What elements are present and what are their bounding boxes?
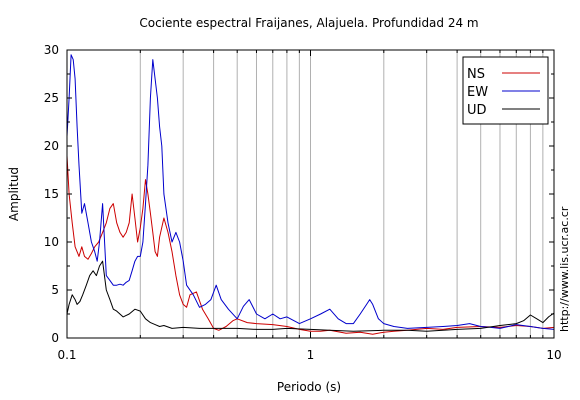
- legend-label-ew: EW: [467, 85, 488, 100]
- x-axis-label: Periodo (s): [277, 380, 341, 394]
- y-tick-label: 20: [44, 139, 59, 153]
- y-tick-label: 25: [44, 91, 59, 105]
- series-line-ud: [66, 260, 555, 332]
- y-tick-label: 15: [44, 187, 59, 201]
- grid-lines: [139, 50, 544, 338]
- y-axis-ticks: 0 5 10 15 20 25 30: [44, 43, 554, 345]
- y-tick-label: 10: [44, 235, 59, 249]
- series-lines: [66, 54, 555, 335]
- x-tick-label: 1: [307, 348, 315, 362]
- legend-label-ud: UD: [467, 103, 487, 118]
- legend: NS EW UD: [462, 56, 549, 125]
- x-tick-label: 0.1: [57, 348, 76, 362]
- series-line-ew: [66, 54, 555, 330]
- watermark-url: http://www.lis.ucr.ac.cr: [558, 206, 571, 332]
- y-tick-label: 5: [51, 283, 59, 297]
- series-line-ns: [66, 155, 555, 335]
- chart-title: Cociente espectral Fraijanes, Alajuela. …: [139, 16, 478, 30]
- legend-label-ns: NS: [467, 67, 485, 82]
- x-axis-ticks: 0.1 1 10: [57, 50, 562, 362]
- y-tick-label: 0: [51, 331, 59, 345]
- x-tick-label: 10: [546, 348, 561, 362]
- y-axis-label: Amplitud: [7, 167, 21, 221]
- y-tick-label: 30: [44, 43, 59, 57]
